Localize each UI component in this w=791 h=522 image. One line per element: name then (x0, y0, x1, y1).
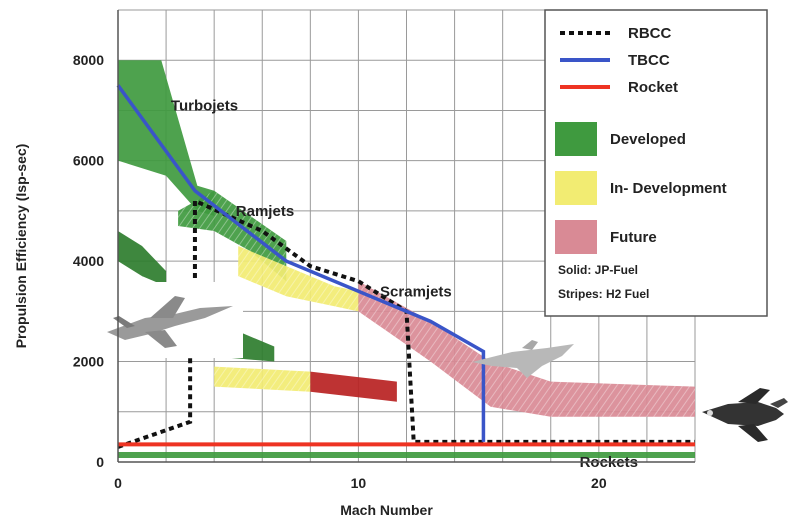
legend-label-tbcc: TBCC (628, 52, 670, 69)
space-shuttle-icon (702, 388, 788, 442)
fighter-jet-icon (103, 282, 243, 358)
vehicle-icons (103, 282, 788, 442)
legend-swatch-developed (555, 122, 597, 156)
legend-label-developed: Developed (610, 131, 686, 148)
legend-label-in-development: In- Development (610, 180, 727, 197)
legend-label-future: Future (610, 229, 657, 246)
y-tick-label: 4000 (73, 253, 104, 269)
legend-label-rbcc: RBCC (628, 25, 671, 42)
x-tick-label: 20 (591, 475, 607, 491)
series-line-tbcc (116, 84, 486, 442)
annotation-scramjets: Scramjets (380, 283, 452, 300)
region-stripes-low-speed-h2 (214, 366, 311, 392)
hypersonic-vehicle-icon (472, 340, 574, 378)
y-tick-label: 2000 (73, 354, 104, 370)
axes: 0 10 20 0 2000 4000 6000 8000 Mach Number Propuls… (13, 10, 695, 518)
legend-swatch-future (555, 220, 597, 254)
series-line-rbcc (117, 197, 695, 449)
legend-note: Solid: JP-Fuel (558, 263, 638, 277)
x-tick-label: 10 (351, 475, 367, 491)
legend-note: Stripes: H2 Fuel (558, 287, 649, 301)
y-tick-label: 8000 (73, 52, 104, 68)
annotation-ramjets: Ramjets (236, 203, 294, 220)
x-axis-title: Mach Number (340, 502, 433, 518)
region-turbojets (118, 60, 215, 216)
region-stripes-scramjets-future (358, 281, 695, 417)
region-low-speed-red (310, 371, 397, 402)
region-rockets (118, 451, 695, 458)
legend-swatch-in-development (555, 171, 597, 205)
y-tick-label: 6000 (73, 153, 104, 169)
annotation-turbojets: Turbojets (171, 97, 238, 114)
y-axis-title: Propulsion Efficiency (Isp-sec) (13, 144, 29, 349)
y-tick-label: 0 (96, 454, 104, 470)
region-ramjets-jp (118, 230, 167, 287)
legend-label-rocket: Rocket (628, 79, 678, 96)
region-stripes-ramjets (178, 190, 287, 282)
legend: RBCC TBCC Rocket Developed In- Development Fu… (544, 9, 768, 317)
region-stripes-scramjets (238, 246, 359, 312)
series-lines (116, 84, 695, 449)
x-tick-label: 0 (114, 475, 122, 491)
